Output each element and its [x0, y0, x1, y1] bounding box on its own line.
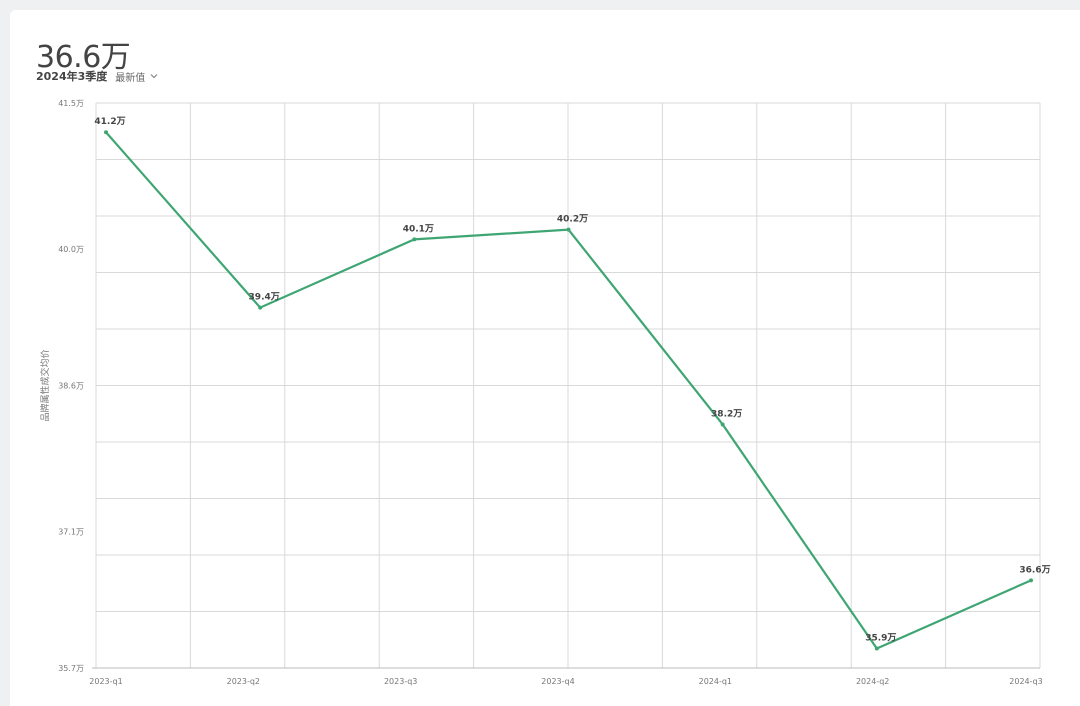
x-tick-label: 2023-q4	[541, 677, 574, 686]
x-tick-label: 2023-q3	[384, 677, 417, 686]
data-point[interactable]	[258, 305, 263, 310]
y-tick-label: 37.1万	[58, 528, 84, 537]
data-label: 40.1万	[403, 223, 434, 234]
data-label: 35.9万	[865, 633, 896, 644]
value-mode-dropdown[interactable]: 最新值	[115, 69, 159, 84]
x-tick-label: 2023-q2	[227, 677, 260, 686]
x-tick-label: 2024-q1	[699, 677, 732, 686]
data-point[interactable]	[566, 227, 571, 232]
y-tick-label: 40.0万	[58, 245, 84, 254]
y-tick-label: 41.5万	[58, 99, 84, 108]
data-label: 40.2万	[557, 214, 588, 225]
latest-value: 36.6万	[36, 40, 131, 75]
period-label: 2024年3季度	[36, 70, 108, 83]
data-label: 41.2万	[94, 116, 125, 127]
value-mode-label: 最新值	[115, 72, 146, 84]
axes: 41.5万 40.0万 38.6万 37.1万 35.7万 2023-q1 2023-q2 2…	[39, 99, 1043, 686]
data-point[interactable]	[1029, 578, 1033, 583]
x-tick-label: 2024-q3	[1009, 677, 1042, 686]
grid	[95, 102, 1041, 669]
y-tick-label: 35.7万	[58, 664, 84, 673]
data-labels: 41.2万 39.4万 40.1万 40.2万 38.2万 35.9万 36.6万	[94, 116, 1050, 643]
x-tick-label: 2024-q2	[856, 677, 889, 686]
chevron-down-icon	[150, 74, 158, 79]
data-label: 38.2万	[711, 408, 742, 419]
data-point[interactable]	[412, 237, 417, 242]
data-point[interactable]	[720, 422, 725, 427]
series	[104, 130, 1033, 651]
subheader: 2024年3季度 最新值	[36, 68, 159, 84]
x-tick-label: 2023-q1	[89, 677, 122, 686]
chart-card: 36.6万 2024年3季度 最新值	[10, 10, 1080, 706]
y-tick-label: 38.6万	[58, 382, 84, 391]
data-label: 39.4万	[249, 292, 280, 303]
y-axis-title: 品牌属性成交均价	[39, 349, 51, 421]
data-point[interactable]	[874, 646, 879, 651]
data-label: 36.6万	[1019, 564, 1050, 575]
data-point[interactable]	[104, 130, 108, 135]
